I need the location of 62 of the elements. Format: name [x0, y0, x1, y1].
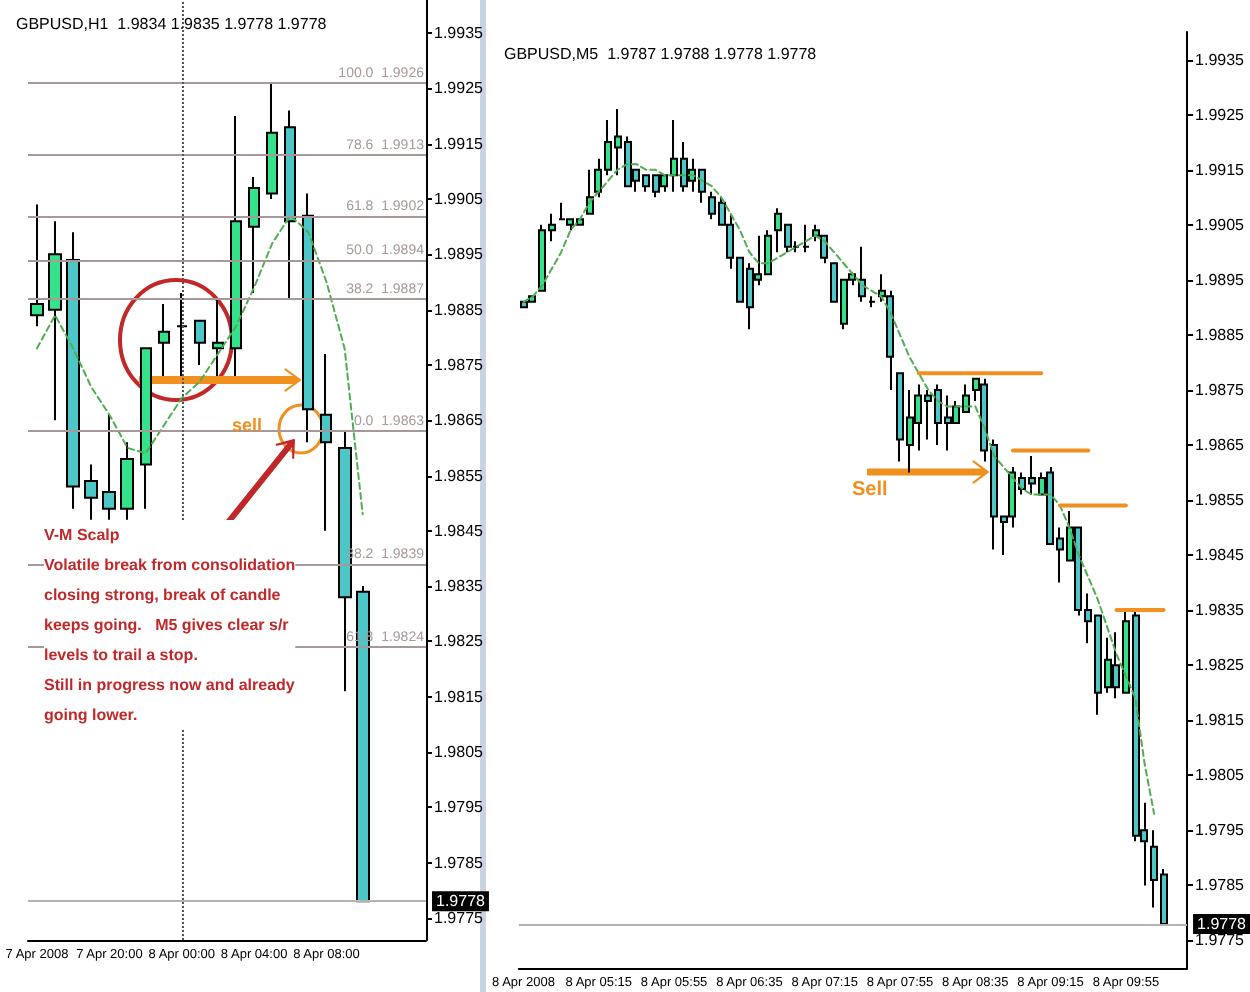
- text: GBPUSD,H1 1.9834 1.9835 1.9778 1.9778: [16, 15, 328, 33]
- text: GBPUSD,M5 1.9787 1.9788 1.9778 1.9778: [504, 45, 818, 63]
- y-tick-label: 1.9775: [434, 908, 485, 927]
- candlestick: [230, 115, 242, 377]
- y-tick-label: 1.9815: [1195, 711, 1246, 730]
- y-tick-label: 1.9935: [1195, 50, 1246, 69]
- candlestick: [120, 441, 134, 521]
- candlestick: [158, 303, 170, 377]
- candlestick: [320, 352, 332, 532]
- y-tick-label: 1.9845: [434, 521, 485, 540]
- y-tick-label: 1.9815: [434, 687, 485, 706]
- y-tick-label: 1.9825: [1195, 656, 1246, 675]
- y-tick-label: 1.9915: [1195, 160, 1246, 179]
- candlestick: [84, 463, 98, 521]
- ref-line-label: 1.9778: [436, 892, 487, 911]
- annotation: sell: [232, 415, 263, 435]
- candlestick: [302, 192, 314, 444]
- y-tick-label: 1.9775: [1195, 931, 1246, 950]
- y-tick-label: 1.9885: [434, 300, 485, 319]
- y-tick-label: 1.9865: [1195, 435, 1246, 454]
- candlestick: [48, 220, 62, 422]
- y-tick-label: 1.9845: [1195, 546, 1246, 565]
- y-tick-label: 1.9855: [434, 466, 485, 485]
- y-tick-label: 1.9865: [434, 411, 485, 430]
- y-tick-label: 1.9835: [1195, 601, 1246, 620]
- y-tick-label: 1.9835: [434, 577, 485, 596]
- line-series: [522, 163, 1156, 815]
- candlestick: [284, 109, 296, 300]
- y-tick-label: 1.9785: [1195, 876, 1246, 895]
- y-tick-label: 1.9875: [434, 355, 485, 374]
- candlestick: [30, 203, 44, 328]
- y-tick-label: 1.9905: [1195, 215, 1246, 234]
- y-tick-label: 1.9885: [1195, 325, 1246, 344]
- ref-line-label: 1.9778: [1197, 914, 1248, 933]
- candlestick: [66, 231, 80, 510]
- candlestick: [194, 319, 206, 366]
- y-tick-label: 1.9785: [434, 853, 485, 872]
- y-tick-label: 1.9905: [434, 190, 485, 209]
- y-tick-label: 1.9935: [434, 24, 485, 43]
- y-tick-label: 1.9925: [1195, 105, 1246, 124]
- candlestick: [868, 295, 876, 309]
- annotation: Sell: [852, 479, 889, 501]
- y-tick-label: 1.9895: [434, 245, 485, 264]
- y-tick-label: 1.9825: [434, 632, 485, 651]
- y-tick-label: 1.9805: [434, 743, 485, 761]
- candlestick: [802, 223, 810, 254]
- candlestick: [248, 175, 260, 295]
- candlestick: [176, 292, 188, 377]
- y-tick-label: 1.9875: [1195, 380, 1246, 399]
- y-tick-label: 1.9925: [434, 79, 485, 98]
- candlestick: [102, 413, 116, 521]
- annotation: V-M Scalp Volatile break from consolidation closing strong, break of candle keeps going. M5 gives clear s/r levels to trail a stop. Still in progress now and already going lower.: [44, 526, 296, 724]
- candlestick: [140, 347, 152, 510]
- y-tick-label: 1.9805: [1195, 766, 1246, 785]
- y-tick-label: 1.9895: [1195, 270, 1246, 289]
- y-tick-label: 1.9795: [1195, 821, 1246, 840]
- y-tick-label: 1.9915: [434, 134, 485, 153]
- candlestick: [266, 81, 278, 201]
- candlestick: [212, 297, 224, 377]
- candlestick: [660, 174, 668, 193]
- y-tick-label: 1.9855: [1195, 491, 1246, 509]
- y-tick-label: 1.9795: [434, 798, 485, 817]
